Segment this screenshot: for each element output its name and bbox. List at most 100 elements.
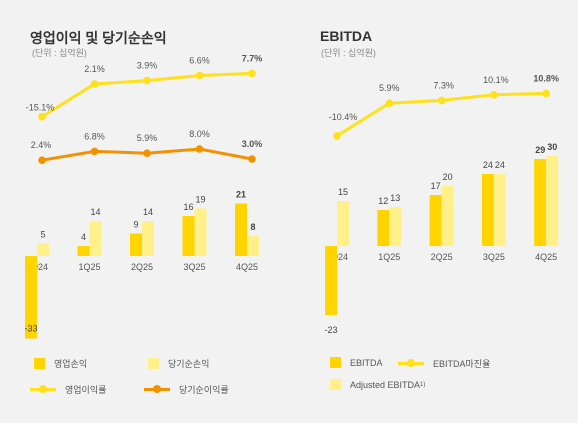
bar bbox=[247, 236, 259, 256]
bar bbox=[546, 156, 559, 246]
bar bbox=[130, 233, 142, 256]
legend-swatch bbox=[148, 358, 159, 369]
line-point bbox=[490, 91, 498, 99]
line-point bbox=[437, 96, 446, 105]
line-point bbox=[143, 149, 151, 157]
left-chart-panel: 영업이익 및 당기순손익 (단위 : 십억원) 4Q241Q252Q253Q25… bbox=[24, 30, 263, 396]
legend-adjusted-ebitda: Adjusted EBITDA 1) bbox=[330, 379, 425, 390]
legend-ebitda: EBITDA bbox=[330, 357, 383, 368]
legend-label: Adjusted EBITDA bbox=[350, 379, 421, 390]
line-point bbox=[542, 89, 550, 98]
line-value-label: 5.9% bbox=[379, 83, 400, 93]
bar-value-label: 12 bbox=[378, 196, 388, 206]
line-value-label: -10.4% bbox=[329, 112, 358, 122]
bar-value-label: 21 bbox=[236, 190, 246, 200]
bar-value-label: 19 bbox=[195, 195, 205, 205]
bar bbox=[337, 201, 349, 246]
bar-value-label: 4 bbox=[81, 232, 86, 242]
bar-value-label: 14 bbox=[90, 207, 100, 217]
x-tick-label: 3Q25 bbox=[183, 262, 205, 272]
chart-title: EBITDA bbox=[320, 28, 373, 44]
line-value-label: 3.9% bbox=[137, 61, 158, 71]
legend-op-margin: 영업이익률 bbox=[30, 383, 106, 396]
bar-value-label: 20 bbox=[443, 172, 453, 182]
line-point bbox=[333, 132, 341, 140]
bar-value-label: 8 bbox=[250, 222, 255, 232]
line-point bbox=[90, 80, 99, 88]
bar bbox=[142, 221, 154, 256]
bar bbox=[182, 216, 195, 256]
bar bbox=[441, 186, 454, 246]
legend-swatch bbox=[330, 357, 341, 368]
line-value-label: 10.1% bbox=[483, 75, 509, 85]
x-tick-label: 2Q25 bbox=[431, 252, 453, 262]
line-value-label: 8.0% bbox=[189, 129, 210, 139]
bar bbox=[429, 195, 442, 246]
line-point bbox=[195, 145, 204, 153]
bar-value-label: 9 bbox=[133, 220, 138, 230]
bar-value-label: 15 bbox=[338, 187, 348, 197]
line-point bbox=[248, 155, 256, 163]
legend-label: 당기순이익률 bbox=[179, 385, 229, 395]
x-tick-label: 1Q25 bbox=[378, 252, 400, 262]
x-tick-label: 4Q25 bbox=[236, 262, 258, 272]
bar bbox=[481, 174, 494, 246]
x-tick-label: 2Q25 bbox=[131, 262, 153, 272]
legend-label: EBITDA마진율 bbox=[433, 359, 491, 369]
line-point bbox=[248, 69, 256, 78]
legend-swatch bbox=[144, 384, 170, 395]
chart-unit: (단위 : 십억원) bbox=[32, 48, 87, 58]
bar bbox=[325, 246, 337, 315]
bar bbox=[389, 207, 402, 246]
right-chart-panel: EBITDA (단위 : 십억원) 4Q241Q252Q253Q254Q25-2… bbox=[300, 0, 578, 423]
bar-value-label: -33 bbox=[24, 324, 37, 334]
legend-swatch bbox=[30, 384, 56, 395]
bar-value-label: 24 bbox=[483, 160, 493, 170]
legend-swatch bbox=[330, 379, 341, 390]
line-point bbox=[195, 71, 204, 80]
bar-value-label: 16 bbox=[183, 202, 193, 212]
bar bbox=[89, 221, 102, 256]
legend-label: 당기순손익 bbox=[168, 359, 210, 369]
bar bbox=[194, 208, 207, 256]
line-value-label: 6.6% bbox=[189, 55, 210, 65]
bar-value-label: 13 bbox=[390, 193, 400, 203]
chart-title: 영업이익 및 당기순손익 bbox=[30, 30, 167, 46]
line-value-label: 2.4% bbox=[31, 140, 52, 150]
bar-value-label: 30 bbox=[547, 142, 557, 152]
line-value-label: 2.1% bbox=[84, 64, 105, 74]
line-point bbox=[38, 112, 46, 121]
bar bbox=[235, 203, 247, 256]
line-value-label: 3.0% bbox=[242, 139, 263, 149]
line-point bbox=[143, 76, 151, 85]
x-tick-label: 3Q25 bbox=[483, 252, 505, 262]
bar bbox=[25, 256, 37, 339]
right-chart: 4Q241Q252Q253Q254Q25-2312172429151320243… bbox=[324, 73, 559, 335]
line-point bbox=[90, 147, 99, 156]
bar-value-label: -23 bbox=[324, 325, 337, 335]
legend-label: 영업손익 bbox=[54, 359, 88, 369]
bar bbox=[37, 243, 49, 256]
line-value-label: 7.3% bbox=[433, 80, 454, 90]
legend-op-income: 영업손익 bbox=[34, 357, 87, 370]
line-point bbox=[385, 99, 394, 107]
bar bbox=[377, 210, 390, 246]
bar-value-label: 14 bbox=[143, 207, 153, 217]
line-value-label: 6.8% bbox=[84, 131, 105, 141]
line-value-label: 10.8% bbox=[533, 73, 559, 83]
bar bbox=[493, 174, 506, 246]
legend-swatch bbox=[398, 358, 424, 369]
line-value-label: 5.9% bbox=[137, 133, 158, 143]
bar bbox=[77, 246, 90, 256]
legend-net-margin: 당기순이익률 bbox=[144, 383, 229, 396]
legend-label: EBITDA bbox=[350, 357, 383, 368]
line-value-label: 7.7% bbox=[242, 53, 263, 63]
legend-swatch bbox=[34, 358, 45, 369]
chart-unit: (단위 : 십억원) bbox=[321, 48, 376, 58]
left-chart: 4Q241Q252Q253Q254Q25-3349162151414198-15… bbox=[24, 53, 263, 339]
x-tick-label: 1Q25 bbox=[78, 262, 100, 272]
bar bbox=[534, 159, 547, 246]
legend-label: 영업이익률 bbox=[65, 385, 107, 395]
line-value-label: -15.1% bbox=[26, 103, 55, 113]
legend-net-income: 당기순손익 bbox=[148, 357, 209, 370]
